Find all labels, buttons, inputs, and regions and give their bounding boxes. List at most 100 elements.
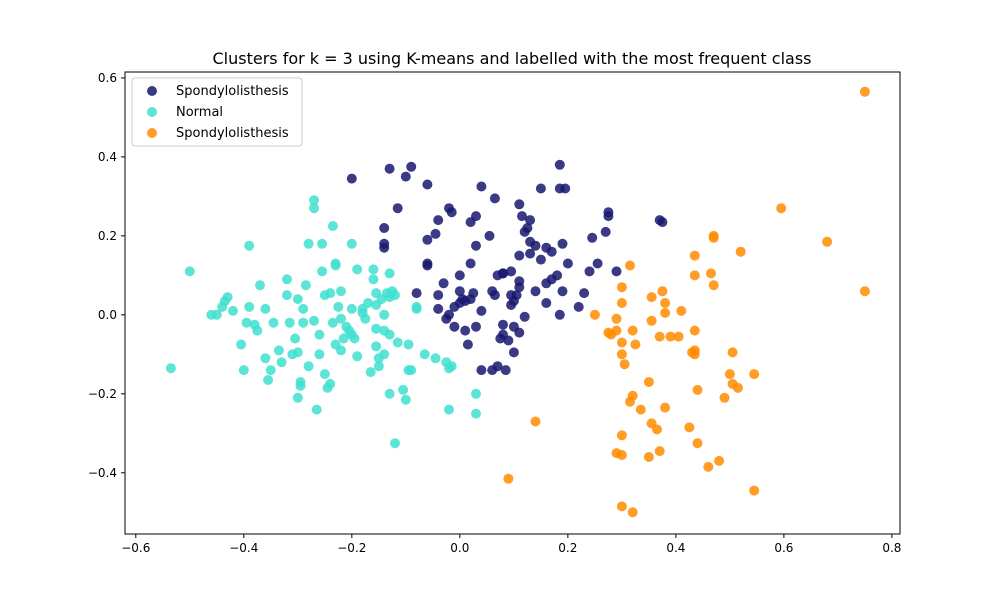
data-point xyxy=(295,380,306,391)
data-point xyxy=(627,507,638,518)
data-point xyxy=(379,223,390,233)
data-point xyxy=(503,473,514,484)
data-marks xyxy=(165,86,870,518)
data-point xyxy=(500,365,511,376)
data-point xyxy=(525,215,536,226)
data-point xyxy=(311,404,322,415)
data-point xyxy=(692,438,703,449)
data-point xyxy=(379,242,390,253)
data-point xyxy=(325,288,336,299)
data-point xyxy=(352,264,363,275)
data-point xyxy=(600,226,611,237)
data-point xyxy=(611,313,622,324)
data-point xyxy=(689,250,700,261)
data-point xyxy=(390,290,400,301)
data-point xyxy=(430,353,441,364)
data-point xyxy=(462,339,473,350)
data-point xyxy=(589,309,600,320)
data-point xyxy=(660,402,671,413)
data-point xyxy=(371,341,382,352)
data-point xyxy=(419,349,430,360)
legend-marker xyxy=(147,107,157,117)
data-point xyxy=(260,353,271,364)
data-point xyxy=(309,315,319,326)
data-point xyxy=(330,260,341,271)
data-point xyxy=(282,290,292,301)
data-point xyxy=(554,159,565,170)
data-point xyxy=(619,359,630,370)
data-point xyxy=(625,260,635,271)
x-tick-label: 0.8 xyxy=(882,541,901,555)
data-point xyxy=(352,351,363,362)
data-point xyxy=(616,337,627,348)
data-point xyxy=(733,382,743,393)
data-point xyxy=(687,347,698,358)
data-point xyxy=(684,422,695,433)
data-point xyxy=(630,339,641,350)
data-point xyxy=(400,171,411,182)
data-point xyxy=(317,266,328,277)
data-point xyxy=(346,303,357,314)
series-3 xyxy=(503,86,870,518)
x-tick-label: −0.6 xyxy=(121,541,150,555)
x-tick-label: 0.2 xyxy=(558,541,577,555)
data-point xyxy=(573,301,584,312)
data-point xyxy=(508,347,519,358)
legend-marker xyxy=(147,86,157,96)
data-point xyxy=(319,369,330,380)
y-tick-label: 0.4 xyxy=(98,150,117,164)
data-point xyxy=(530,286,541,297)
data-point xyxy=(346,238,357,249)
data-point xyxy=(689,270,700,281)
data-point xyxy=(519,311,530,322)
data-point xyxy=(487,365,498,376)
data-point xyxy=(327,317,338,328)
data-point xyxy=(719,392,730,403)
data-point xyxy=(211,309,222,320)
data-point xyxy=(627,325,638,336)
data-point xyxy=(557,286,568,297)
data-point xyxy=(392,203,403,214)
data-point xyxy=(611,448,622,459)
data-point xyxy=(554,183,565,194)
data-point xyxy=(676,305,687,316)
data-point xyxy=(603,327,614,338)
data-point xyxy=(660,307,671,318)
data-point xyxy=(654,446,665,457)
data-point xyxy=(236,339,247,350)
data-point xyxy=(657,217,668,228)
data-point xyxy=(384,329,395,340)
data-point xyxy=(498,268,508,279)
legend: Spondylolisthesis Normal Spondylolisthesis xyxy=(131,77,303,147)
data-point xyxy=(689,325,700,336)
data-point xyxy=(263,375,274,385)
data-point xyxy=(390,438,400,449)
data-point xyxy=(384,163,395,174)
data-point xyxy=(360,313,371,324)
data-point xyxy=(506,266,517,277)
data-point xyxy=(373,361,384,372)
data-point xyxy=(562,258,573,269)
data-point xyxy=(508,296,519,306)
data-point xyxy=(471,321,481,332)
data-point xyxy=(476,365,487,376)
data-point xyxy=(708,280,719,291)
data-point xyxy=(465,258,476,269)
data-point xyxy=(579,288,590,299)
data-point xyxy=(411,288,422,299)
data-point xyxy=(273,345,284,356)
data-point xyxy=(430,228,441,239)
data-point xyxy=(476,181,487,192)
data-point xyxy=(292,392,303,403)
legend-label: Normal xyxy=(176,105,223,120)
data-point xyxy=(282,274,292,285)
data-point xyxy=(327,221,338,231)
data-point xyxy=(749,369,760,380)
data-point xyxy=(657,286,668,297)
data-point xyxy=(460,325,471,336)
data-point xyxy=(471,388,481,399)
data-point xyxy=(303,238,314,249)
data-point xyxy=(498,319,508,330)
data-point xyxy=(444,404,454,415)
data-point xyxy=(554,309,565,320)
